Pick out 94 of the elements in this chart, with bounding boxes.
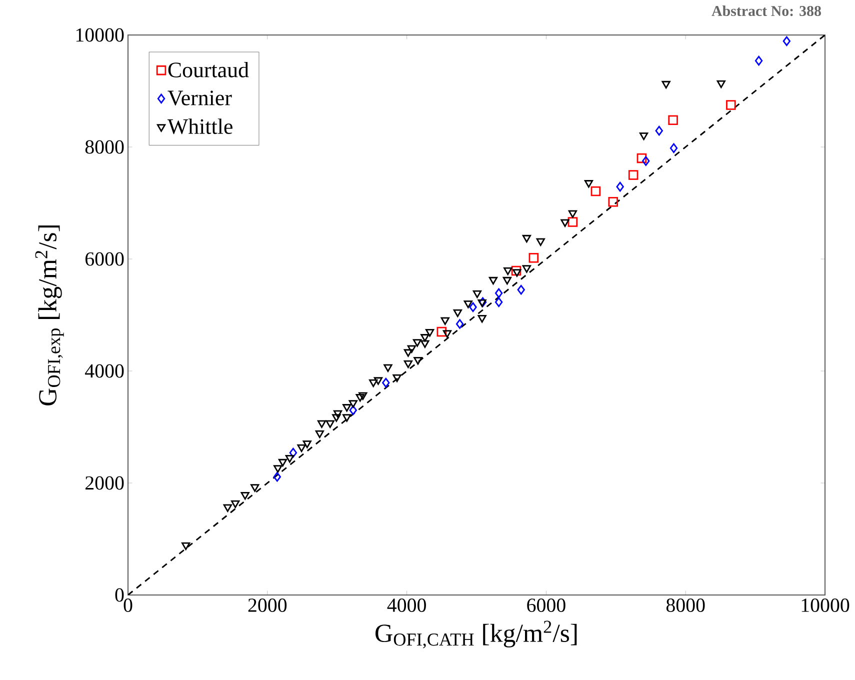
point — [464, 300, 472, 308]
point — [716, 80, 726, 88]
point — [317, 420, 326, 428]
point — [608, 196, 618, 207]
point — [488, 276, 498, 285]
point — [642, 156, 650, 166]
point — [442, 330, 452, 338]
legend-label: Courtaud — [168, 62, 249, 78]
x-tick-label: 8000 — [666, 598, 705, 612]
point — [404, 360, 413, 368]
y-tick-label: 4000 — [85, 364, 124, 378]
point — [504, 267, 512, 276]
point — [342, 414, 352, 422]
point — [512, 269, 522, 277]
point — [342, 404, 352, 412]
point — [315, 430, 324, 438]
point — [425, 329, 434, 337]
point — [639, 132, 648, 140]
point — [250, 484, 260, 492]
point — [420, 340, 430, 348]
legend-label: Vernier — [168, 90, 232, 106]
point — [356, 394, 364, 402]
point — [522, 234, 532, 243]
point — [517, 284, 525, 295]
point — [285, 455, 294, 463]
point — [511, 266, 522, 276]
point — [590, 186, 601, 196]
text: Abstract No: 388 — [712, 6, 821, 16]
point — [494, 288, 503, 298]
point — [668, 115, 678, 125]
point — [456, 319, 464, 329]
y-tick-label: 10000 — [76, 28, 124, 42]
point — [358, 392, 368, 400]
point — [536, 238, 545, 246]
x-tick-label: 10000 — [802, 598, 850, 612]
point — [568, 210, 578, 218]
x-tick-label: 4000 — [387, 598, 426, 612]
point — [223, 504, 232, 512]
point — [628, 170, 638, 180]
point — [453, 309, 462, 318]
point — [414, 357, 422, 365]
point — [436, 326, 447, 337]
point — [655, 126, 663, 136]
point — [302, 440, 312, 448]
point — [584, 180, 594, 188]
point — [472, 290, 482, 298]
point — [231, 500, 240, 508]
point — [289, 448, 298, 458]
point — [332, 414, 341, 422]
x-tick-label: 6000 — [527, 598, 566, 612]
point — [469, 302, 477, 312]
point — [478, 315, 486, 323]
point — [568, 217, 578, 227]
point — [349, 405, 357, 416]
point — [240, 492, 250, 500]
point — [273, 472, 281, 482]
point — [616, 182, 624, 192]
point — [670, 143, 678, 153]
y-tick-label: 0 — [115, 588, 124, 602]
point — [369, 379, 378, 388]
point — [420, 334, 430, 342]
point — [636, 153, 647, 164]
point — [662, 80, 670, 89]
point — [297, 444, 306, 452]
y-tick-label: 6000 — [85, 252, 124, 266]
point — [502, 276, 512, 285]
point — [560, 219, 570, 227]
point — [182, 542, 190, 550]
point — [528, 252, 539, 263]
x-axis-title: G$_{OFI,CATH}$ [kg/m$^{2}$/s] — [376, 620, 577, 648]
point — [392, 374, 402, 382]
point — [274, 465, 282, 473]
point — [278, 458, 288, 467]
point — [494, 297, 503, 307]
x-tick-label: 2000 — [248, 598, 287, 612]
point — [374, 377, 383, 385]
legend-label: Whittle — [167, 118, 232, 134]
point — [407, 345, 416, 353]
point — [412, 339, 422, 347]
y-tick-label: 8000 — [85, 140, 124, 154]
point — [754, 56, 763, 66]
point — [522, 265, 532, 273]
point — [440, 317, 450, 325]
y-axis-title: G$_{OFI,exp}$ [kg/m$^{2}$/s] — [35, 225, 64, 406]
point — [404, 349, 413, 357]
point — [326, 420, 334, 428]
point — [782, 36, 791, 46]
point — [333, 410, 342, 418]
point — [348, 400, 358, 408]
point — [384, 364, 392, 372]
point — [726, 100, 736, 110]
x-tick-label: 0 — [124, 598, 132, 612]
point — [382, 378, 390, 388]
y-tick-label: 2000 — [86, 476, 124, 490]
